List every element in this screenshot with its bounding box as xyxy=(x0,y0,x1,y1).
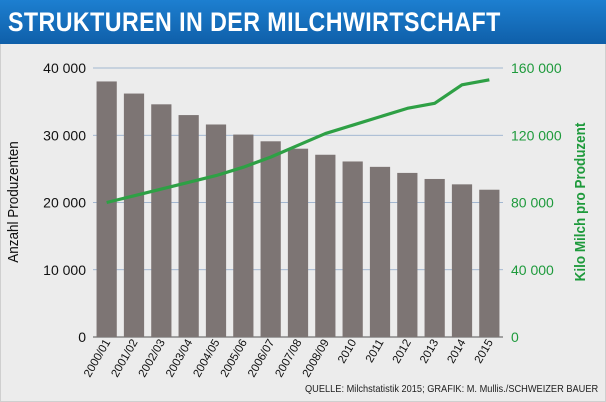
right-tick-label: 40 000 xyxy=(511,262,554,278)
x-axis-ticks: 2000/012001/022002/032003/042004/052005/… xyxy=(82,337,496,380)
left-axis-label: Anzahl Produzenten xyxy=(5,141,22,262)
left-tick-label: 40 000 xyxy=(43,60,86,76)
right-axis-label: Kilo Milch pro Produzent xyxy=(572,122,589,281)
bar xyxy=(315,154,336,337)
chart-title: STRUKTUREN IN DER MILCHWIRTSCHAFT xyxy=(8,7,501,37)
bar xyxy=(342,161,363,337)
bar xyxy=(205,124,227,338)
x-tick-label: 2015 xyxy=(473,338,496,366)
right-axis-ticks: 0 40 000 80 000 120 000 160 000 xyxy=(511,60,562,345)
left-tick-label: 10 000 xyxy=(43,262,86,278)
bar xyxy=(287,148,309,337)
bar xyxy=(96,81,117,337)
left-tick-label: 0 xyxy=(78,329,86,345)
bar xyxy=(397,172,418,337)
right-tick-label: 0 xyxy=(511,329,519,345)
x-tick-label: 2014 xyxy=(445,337,468,366)
bar xyxy=(451,184,473,337)
title-bar: STRUKTUREN IN DER MILCHWIRTSCHAFT xyxy=(0,0,606,44)
x-tick-label: 2008/09 xyxy=(301,338,332,380)
left-tick-label: 20 000 xyxy=(43,195,86,211)
bar xyxy=(123,93,145,338)
source-note: QUELLE: Milchstatistik 2015; GRAFIK: M. … xyxy=(304,383,598,395)
line-series xyxy=(106,78,490,205)
x-tick-label: 2010 xyxy=(336,338,359,366)
right-tick-label: 120 000 xyxy=(511,127,562,143)
bar-series xyxy=(96,81,500,338)
x-tick-label: 2013 xyxy=(418,338,441,366)
x-tick-label: 2011 xyxy=(364,338,387,365)
left-tick-label: 30 000 xyxy=(43,127,86,143)
bar xyxy=(233,134,254,337)
bar xyxy=(178,115,199,337)
bar xyxy=(260,141,281,337)
bar xyxy=(424,178,445,337)
bar xyxy=(479,189,500,337)
right-tick-label: 160 000 xyxy=(511,60,562,76)
x-tick-label: 2012 xyxy=(391,338,414,366)
bar xyxy=(369,166,391,337)
left-axis-ticks: 0 10 000 20 000 30 000 40 000 xyxy=(43,60,86,345)
bar xyxy=(151,104,172,337)
right-tick-label: 80 000 xyxy=(511,195,554,211)
